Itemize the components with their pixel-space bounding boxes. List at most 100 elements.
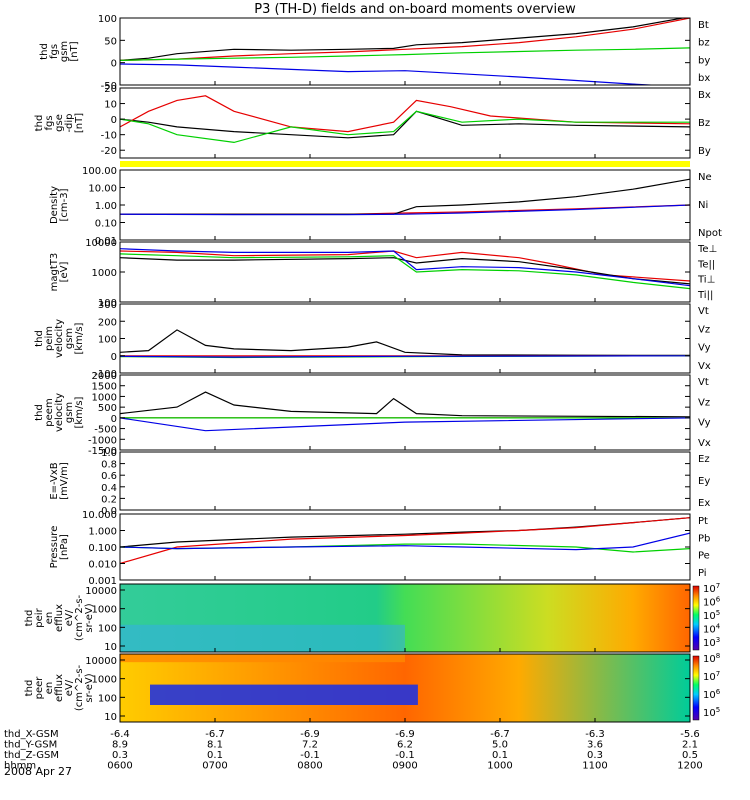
ephemeris-row-label: thd_X-GSM <box>4 729 59 740</box>
series-line-vx <box>120 355 690 358</box>
ephemeris-value: 8.1 <box>207 740 223 751</box>
series-line-bz <box>120 95 690 133</box>
series-line-vt <box>120 329 690 356</box>
colorbar-exponent: 7 <box>716 582 720 590</box>
y-tick-label: 0.010 <box>88 560 117 571</box>
series-line-bt <box>120 18 687 61</box>
legend-entry: bx <box>698 73 710 84</box>
legend-entry: Vy <box>698 418 711 429</box>
y-tick-label: 100 <box>98 14 117 25</box>
y-axis-label: Pressure <box>49 526 60 569</box>
ephemeris-value: -0.1 <box>300 750 320 761</box>
date-label: 2008 Apr 27 <box>4 765 72 778</box>
legend-entry: Bt <box>698 20 709 31</box>
legend-entry: Ti|| <box>697 290 713 301</box>
y-axis-label: peer <box>34 676 45 700</box>
time-axis: thd_X-GSM -6.4 -6.7 -6.9 -6.9 -6.7 -6.3 -5.6 thd… <box>4 729 703 772</box>
colorbar-exponent: 3 <box>716 636 720 644</box>
y-tick-label: 100 <box>98 623 117 634</box>
ephemeris-value: 0.5 <box>682 750 698 761</box>
legend-entry: Ne <box>698 172 712 183</box>
y-axis-label: [km/s] <box>74 322 85 354</box>
y-tick-label: -50 <box>101 81 117 92</box>
ephemeris-value: 0800 <box>297 761 322 772</box>
panel-2: Bx Bz By 20 10 0 -10 -20 thd fgs gse -dip [nT] <box>34 84 711 159</box>
y-tick-label: 1000 <box>92 605 117 616</box>
y-axis-label: gsm <box>64 402 75 423</box>
ephemeris-value: -6.7 <box>205 729 225 740</box>
y-tick-label: 300 <box>98 300 117 311</box>
y-axis-label: thd <box>34 330 45 347</box>
legend-entry: Vx <box>698 361 711 372</box>
legend-entry: Vt <box>698 306 709 317</box>
panel-1: Bt bz by bx 100 50 0 -50 thd fgs gsm [nT] <box>39 14 710 92</box>
y-tick-label: 100 <box>98 335 117 346</box>
ephemeris-value: 0.3 <box>587 750 603 761</box>
y-tick-label: 100 <box>98 298 117 309</box>
ephemeris-value: 6.2 <box>397 740 413 751</box>
y-axis-label: thd <box>34 115 45 132</box>
status-bar <box>120 161 690 167</box>
y-tick-label: 1.00 <box>95 201 117 212</box>
y-tick-label: -1000 <box>88 435 117 446</box>
y-axis-label: fgs <box>49 44 60 59</box>
y-tick-label: 1000 <box>92 268 117 279</box>
y-axis-label: en <box>44 682 55 695</box>
series-line-ti <box>120 253 690 290</box>
y-axis-label: sr-eV) <box>84 673 95 702</box>
legend-entry: Vt <box>698 377 709 388</box>
y-axis-label: velocity <box>54 319 65 358</box>
legend-entry: Pt <box>698 516 708 527</box>
y-axis-label: Density <box>49 186 60 224</box>
y-tick-label: 10 <box>104 712 117 723</box>
y-axis-label: efflux <box>54 604 65 632</box>
y-tick-label: -10 <box>101 131 117 142</box>
legend-entry: Ey <box>698 476 710 487</box>
y-tick-label: 0 <box>111 59 117 70</box>
y-axis-label: (cm^2-s- <box>74 664 85 711</box>
y-axis-label: peem <box>44 398 55 426</box>
y-axis-label: [nT] <box>69 41 80 61</box>
ephemeris-value: 0.3 <box>112 750 128 761</box>
ephemeris-value: 0700 <box>202 761 227 772</box>
series-line-by <box>120 110 690 144</box>
legend-entry: Te⊥ <box>697 244 717 255</box>
y-tick-label: 0.0 <box>101 506 117 517</box>
y-tick-label: -100 <box>94 369 117 380</box>
y-tick-label: 50 <box>104 36 117 47</box>
colorbar-label: 106 <box>703 688 721 701</box>
ephemeris-value: 0900 <box>392 761 417 772</box>
y-axis-label: en <box>44 612 55 625</box>
y-tick-label: 100.00 <box>82 166 117 177</box>
y-tick-label: 100 <box>98 693 117 704</box>
y-tick-label: 1000 <box>92 675 117 686</box>
ephemeris-value: 7.2 <box>302 740 318 751</box>
ephemeris-value: -5.6 <box>680 729 700 740</box>
y-tick-label: 10000 <box>85 656 117 667</box>
colorbar-exponent: 5 <box>716 609 720 617</box>
legend-entry: Ni <box>698 200 708 211</box>
series-line-bz <box>120 18 690 61</box>
panel-5: Vt Vz Vy Vx 300 200 100 0 -100 thd peim velocity gsm… <box>34 300 711 380</box>
spectrogram-band <box>120 624 405 652</box>
figure-title: P3 (TH-D) fields and on-board moments ov… <box>254 2 576 17</box>
panel-frame <box>119 303 691 374</box>
ephemeris-value: 1200 <box>677 761 702 772</box>
legend-entry: Ti⊥ <box>697 275 715 286</box>
y-tick-label: 10 <box>104 642 117 653</box>
y-tick-label: -20 <box>101 146 117 157</box>
ephemeris-value: -6.3 <box>585 729 605 740</box>
legend-entry: Te|| <box>697 259 715 270</box>
series-line-pb <box>120 517 690 565</box>
legend-entry: Bx <box>698 90 711 101</box>
y-tick-label: 500 <box>98 403 117 414</box>
legend-entry: Npot <box>698 228 722 239</box>
series-line-te <box>120 250 690 282</box>
y-axis-label: eV/ <box>64 609 75 626</box>
y-axis-label: [mV/m] <box>59 462 70 500</box>
colorbar-label: 107 <box>703 582 720 595</box>
y-tick-label: 0.001 <box>88 576 117 587</box>
ephemeris-value: -6.4 <box>110 729 130 740</box>
ephemeris-row-label: hhmm <box>4 761 36 772</box>
